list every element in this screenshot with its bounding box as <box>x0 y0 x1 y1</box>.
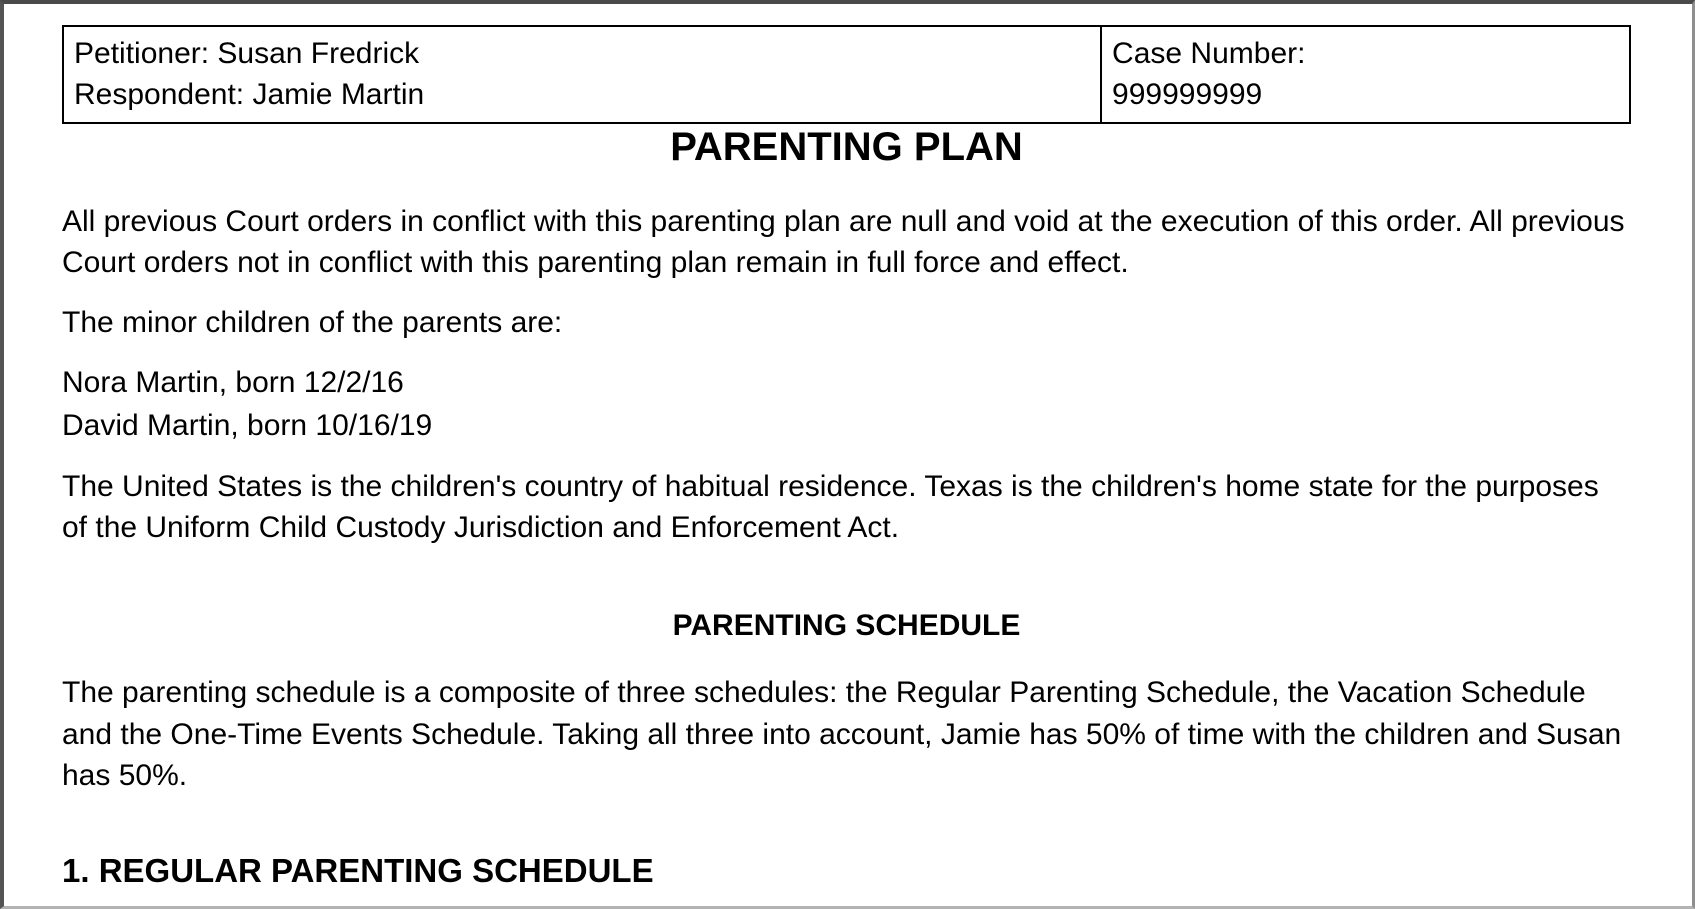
paragraph-schedule-composite: The parenting schedule is a composite of… <box>62 676 1622 792</box>
petitioner-line: Petitioner: Susan Fredrick <box>74 37 420 70</box>
case-number-value: 999999999 <box>1112 78 1263 112</box>
children-list: Nora Martin, born 12/2/16 David Martin, … <box>62 361 1631 448</box>
respondent-line: Respondent: Jamie Martin <box>74 78 425 112</box>
child-line-nora: Nora Martin, born 12/2/16 <box>62 365 404 399</box>
case-number-cell: Case Number: 999999999 <box>1100 25 1631 124</box>
paragraph-residence: The United States is the children's coun… <box>62 469 1599 545</box>
paragraph-court-orders: All previous Court orders in conflict wi… <box>62 204 1625 280</box>
parenting-plan-document: Petitioner: Susan Fredrick Respondent: J… <box>61 25 1631 893</box>
case-header-table: Petitioner: Susan Fredrick Respondent: J… <box>61 25 1631 124</box>
heading-parenting-schedule: PARENTING SCHEDULE <box>672 608 1021 642</box>
document-title: PARENTING PLAN <box>670 124 1023 169</box>
heading-regular-parenting-schedule: 1. REGULAR PARENTING SCHEDULE <box>62 852 654 890</box>
case-number-label: Case Number: <box>1112 37 1306 70</box>
paragraph-children-intro: The minor children of the parents are: <box>62 305 563 339</box>
child-line-david: David Martin, born 10/16/19 <box>62 409 433 443</box>
parties-cell: Petitioner: Susan Fredrick Respondent: J… <box>61 25 1103 124</box>
table-row: Petitioner: Susan Fredrick Respondent: J… <box>61 25 1631 124</box>
